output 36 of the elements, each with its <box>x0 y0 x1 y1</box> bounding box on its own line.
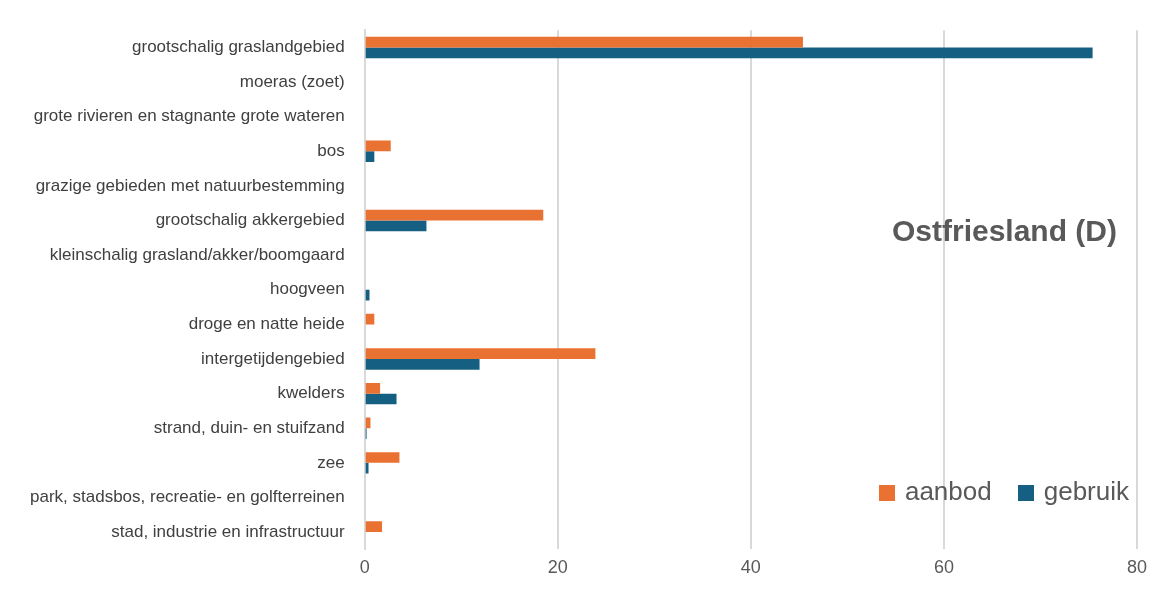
x-tick-label: 40 <box>740 557 761 578</box>
y-tick-label: kleinschalig grasland/akker/boomgaard <box>49 244 345 264</box>
y-tick-label: droge en natte heide <box>188 314 345 334</box>
bar <box>365 36 803 48</box>
y-tick-label: kwelders <box>277 383 345 403</box>
y-tick-label: hoogveen <box>269 279 345 299</box>
y-tick-label: bos <box>317 141 345 161</box>
legend-label: aanbod <box>903 476 992 507</box>
y-tick-label: park, stadsbos, recreatie- en golfterreinen <box>29 487 345 507</box>
bar <box>365 393 397 405</box>
bar <box>365 348 596 360</box>
y-tick-label: strand, duin- en stuifzand <box>153 417 345 437</box>
legend-label: gebruik <box>1042 476 1129 507</box>
bar <box>365 521 383 533</box>
bar <box>365 462 369 474</box>
bar <box>365 140 391 152</box>
bar <box>365 382 381 394</box>
y-tick-label: grote rivieren en stagnante grote wateren <box>33 106 345 126</box>
bar <box>365 47 1093 59</box>
bar <box>365 151 375 163</box>
y-tick-label: zee <box>317 452 345 472</box>
x-tick-label: 20 <box>547 557 568 578</box>
y-tick-label: stad, industrie en infrastructuur <box>111 521 345 541</box>
bar <box>365 209 544 221</box>
x-tick-label: 0 <box>359 557 370 578</box>
text: Ostfriesland (D) <box>891 214 1117 248</box>
y-tick-label: grazige gebieden met natuurbestemming <box>35 175 345 195</box>
y-tick-label: grootschalig akkergebied <box>155 210 345 230</box>
bar <box>365 220 427 232</box>
y-tick-label: moeras (zoet) <box>239 71 345 91</box>
bar <box>365 359 480 370</box>
bar <box>365 452 400 463</box>
x-tick-label: 60 <box>933 557 954 578</box>
y-tick-label: grootschalig graslandgebied <box>132 37 345 57</box>
x-tick-label: 80 <box>1126 557 1148 578</box>
y-tick-label: intergetijdengebied <box>200 348 345 368</box>
